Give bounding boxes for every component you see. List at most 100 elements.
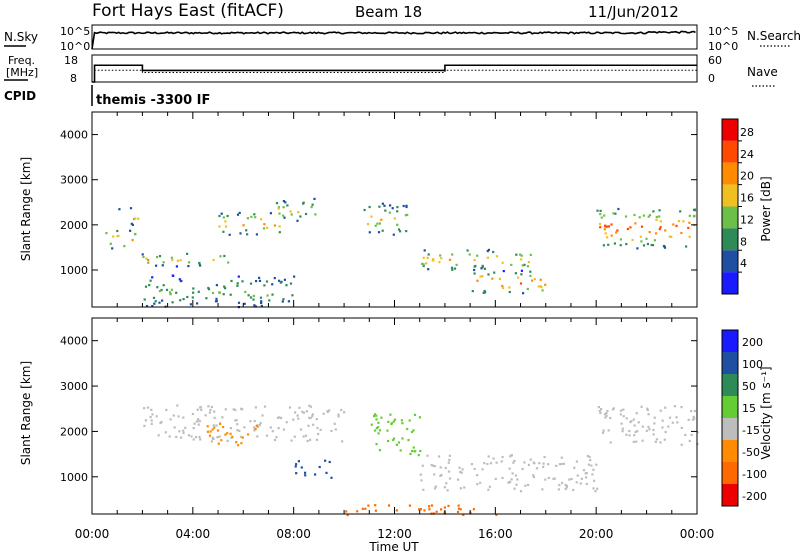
scatter-cell	[387, 439, 390, 443]
scatter-cell	[440, 508, 443, 511]
scatter-cell	[269, 426, 272, 429]
scatter-cell	[204, 414, 207, 417]
power-panel: 1000 2000 3000 4000	[60, 111, 698, 309]
scatter-cell	[250, 215, 253, 218]
scatter-cell	[575, 481, 578, 484]
scatter-cell	[692, 208, 696, 211]
scatter-cell	[462, 513, 465, 517]
scatter-cell	[186, 252, 189, 255]
scatter-cell	[647, 215, 650, 218]
station-title: Fort Hays East (fitACF)	[92, 1, 284, 21]
scatter-cell	[156, 286, 159, 289]
nave-series	[92, 69, 697, 83]
scatter-cell	[182, 429, 185, 432]
scatter-cell	[533, 278, 536, 281]
scatter-cell	[334, 428, 337, 431]
scatter-cell	[483, 267, 486, 270]
scatter-cell	[520, 273, 523, 276]
scatter-cell	[635, 440, 638, 443]
scatter-cell	[636, 430, 639, 433]
scatter-cell	[406, 427, 409, 431]
scatter-cell	[397, 228, 401, 231]
scatter-cell	[501, 284, 504, 288]
scatter-cell	[219, 422, 222, 425]
scatter-cell	[207, 405, 210, 408]
scatter-cell	[373, 413, 377, 416]
scatter-cell	[282, 200, 285, 203]
scatter-cell	[206, 425, 209, 428]
scatter-cell	[265, 434, 269, 437]
scatter-cell	[541, 488, 544, 491]
scatter-cell	[288, 406, 292, 409]
scatter-cell	[433, 487, 437, 490]
scatter-cell	[570, 477, 573, 481]
scatter-cell	[463, 486, 466, 489]
scatter-cell	[226, 214, 229, 218]
scatter-cell	[508, 467, 511, 470]
scatter-cell	[476, 279, 479, 282]
scatter-cell	[302, 411, 305, 414]
scatter-cell	[561, 481, 564, 485]
scatter-cell	[524, 484, 527, 487]
scatter-cell	[443, 486, 446, 489]
scatter-cell	[687, 418, 690, 421]
scatter-cell	[472, 508, 475, 511]
scatter-cell	[244, 290, 247, 293]
scatter-cell	[175, 435, 178, 438]
scatter-cell	[137, 217, 140, 220]
velocity-tick-label: -50	[742, 446, 760, 459]
scatter-cell	[240, 407, 243, 410]
scatter-cell	[457, 507, 460, 510]
scatter-cell	[315, 418, 318, 421]
scatter-cell	[236, 284, 239, 287]
scatter-cell	[513, 487, 516, 490]
scatter-cell	[473, 268, 476, 272]
scatter-cell	[168, 435, 171, 438]
scatter-cell	[393, 418, 397, 421]
power-scatter	[105, 197, 697, 309]
scatter-cell	[648, 231, 651, 234]
scatter-cell	[473, 272, 476, 275]
scatter-cell	[486, 256, 489, 259]
scatter-cell	[395, 509, 398, 512]
scatter-cell	[277, 207, 280, 210]
scatter-cell	[498, 277, 501, 280]
scatter-cell	[260, 301, 263, 304]
scatter-cell	[456, 510, 460, 513]
scatter-cell	[500, 460, 503, 463]
scatter-cell	[606, 225, 609, 228]
scatter-cell	[151, 305, 154, 308]
scatter-cell	[328, 409, 331, 412]
scatter-cell	[625, 243, 628, 246]
scatter-cell	[443, 506, 446, 509]
scatter-cell	[487, 273, 490, 276]
scatter-cell	[192, 291, 195, 294]
scatter-cell	[484, 290, 487, 294]
scatter-cell	[400, 419, 403, 422]
scatter-cell	[198, 436, 201, 439]
scatter-cell	[281, 300, 284, 303]
scatter-cell	[629, 420, 632, 424]
scatter-cell	[517, 276, 520, 279]
scatter-cell	[527, 261, 530, 264]
scatter-cell	[212, 258, 215, 262]
scatter-cell	[582, 469, 586, 472]
scatter-cell	[144, 419, 147, 422]
scatter-cell	[492, 250, 495, 254]
scatter-cell	[343, 411, 346, 414]
scatter-cell	[632, 440, 635, 443]
scatter-cell	[297, 417, 300, 420]
scatter-cell	[632, 418, 635, 421]
scatter-cell	[169, 293, 172, 296]
scatter-cell	[486, 462, 489, 466]
scatter-cell	[645, 237, 648, 240]
scatter-cell	[246, 217, 249, 220]
scatter-cell	[431, 259, 434, 262]
scatter-cell	[222, 216, 225, 219]
power-tick-label: 8	[740, 235, 747, 248]
scatter-cell	[510, 478, 513, 481]
scatter-cell	[511, 472, 514, 475]
power-panel-frame	[91, 111, 698, 308]
power-tick-label: 24	[740, 148, 754, 161]
scatter-cell	[237, 275, 240, 278]
